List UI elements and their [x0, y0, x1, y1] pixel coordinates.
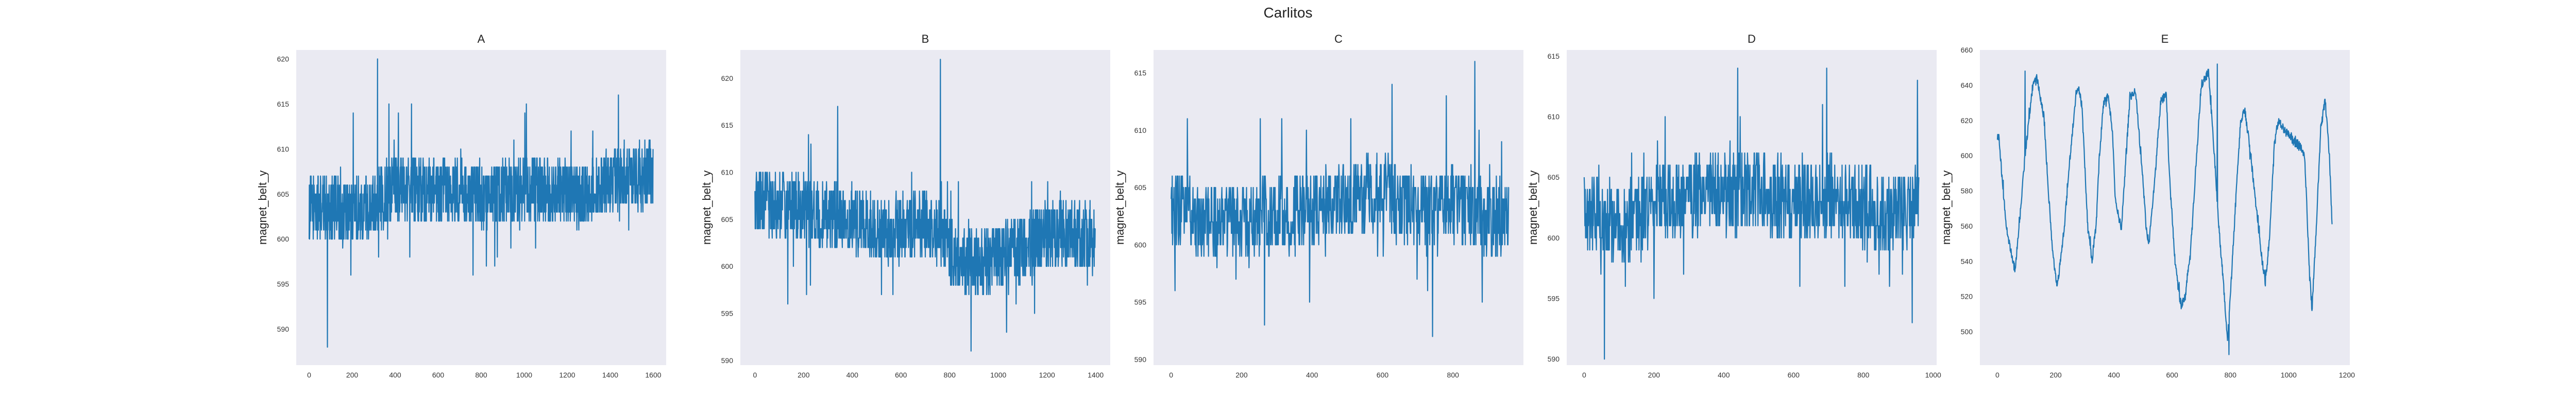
subplot-title: D [1748, 32, 1756, 45]
x-tick-label: 200 [798, 371, 810, 379]
y-tick-label: 620 [277, 55, 290, 63]
y-tick-label: 620 [1961, 116, 1973, 125]
y-tick-label: 590 [1548, 355, 1560, 363]
y-tick-label: 595 [277, 280, 290, 288]
x-tick-label: 1000 [2281, 371, 2297, 379]
y-tick-label: 605 [721, 215, 734, 224]
x-tick-label: 400 [1306, 371, 1318, 379]
y-tick-label: 615 [277, 100, 290, 108]
y-tick-label: 500 [1961, 328, 1973, 336]
series-line [1171, 61, 1510, 337]
y-tick-label: 590 [721, 356, 734, 365]
x-tick-label: 600 [895, 371, 907, 379]
x-tick-label: 1200 [559, 371, 575, 379]
y-axis-label: magnet_belt_y [1113, 170, 1126, 245]
y-tick-label: 605 [277, 190, 290, 198]
x-tick-label: 600 [432, 371, 445, 379]
y-tick-label: 610 [277, 145, 290, 153]
series-line [308, 58, 654, 348]
x-tick-label: 600 [1788, 371, 1800, 379]
figure-suptitle: Carlitos [1264, 5, 1313, 21]
series-line [1996, 63, 2333, 355]
y-tick-label: 600 [277, 235, 290, 243]
x-tick-label: 0 [1169, 371, 1173, 379]
y-tick-label: 600 [1548, 234, 1560, 242]
y-tick-label: 540 [1961, 257, 1973, 265]
y-tick-label: 660 [1961, 46, 1973, 54]
y-tick-label: 595 [721, 310, 734, 318]
y-tick-label: 610 [1134, 126, 1147, 134]
y-tick-label: 595 [1134, 298, 1147, 306]
x-tick-label: 200 [1235, 371, 1248, 379]
x-tick-label: 1000 [1925, 371, 1941, 379]
y-axis-label: magnet_belt_y [1527, 170, 1539, 245]
subplot-title: B [922, 32, 929, 45]
x-tick-label: 800 [475, 371, 487, 379]
x-tick-label: 200 [346, 371, 359, 379]
x-tick-label: 1400 [602, 371, 618, 379]
x-tick-label: 200 [1648, 371, 1660, 379]
y-tick-label: 590 [277, 325, 290, 333]
x-tick-label: 800 [944, 371, 956, 379]
x-tick-label: 1200 [2339, 371, 2355, 379]
y-tick-label: 600 [1134, 241, 1147, 249]
x-tick-label: 0 [1995, 371, 1999, 379]
x-tick-label: 0 [307, 371, 311, 379]
x-tick-label: 0 [1582, 371, 1586, 379]
y-tick-label: 520 [1961, 293, 1973, 301]
x-tick-label: 1000 [516, 371, 532, 379]
x-tick-label: 600 [2166, 371, 2178, 379]
subplot-title: A [478, 32, 485, 45]
x-tick-label: 600 [1377, 371, 1389, 379]
subplot-title: E [2161, 32, 2169, 45]
y-axis-label: magnet_belt_y [256, 170, 269, 245]
x-tick-label: 800 [1857, 371, 1870, 379]
x-tick-label: 1000 [990, 371, 1006, 379]
x-tick-label: 400 [846, 371, 859, 379]
y-tick-label: 590 [1134, 355, 1147, 364]
y-tick-label: 615 [1548, 52, 1560, 60]
y-tick-label: 605 [1548, 173, 1560, 181]
x-tick-label: 1600 [645, 371, 661, 379]
x-tick-label: 400 [1718, 371, 1730, 379]
x-tick-label: 400 [389, 371, 401, 379]
y-tick-label: 615 [721, 121, 734, 129]
y-axis-label: magnet_belt_y [1940, 170, 1953, 245]
y-tick-label: 600 [1961, 151, 1973, 160]
y-tick-label: 640 [1961, 81, 1973, 89]
y-tick-label: 580 [1961, 187, 1973, 195]
y-tick-label: 615 [1134, 69, 1147, 77]
x-tick-label: 800 [2225, 371, 2237, 379]
x-tick-label: 400 [2108, 371, 2120, 379]
x-tick-label: 200 [2049, 371, 2062, 379]
y-tick-label: 610 [1548, 112, 1560, 121]
y-tick-label: 560 [1961, 222, 1973, 230]
series-line [754, 59, 1096, 352]
y-tick-label: 610 [721, 168, 734, 176]
y-tick-label: 620 [721, 74, 734, 82]
x-tick-label: 800 [1447, 371, 1460, 379]
series-line [1583, 67, 1920, 360]
subplot-title: C [1334, 32, 1343, 45]
x-tick-label: 1200 [1039, 371, 1055, 379]
x-tick-label: 0 [753, 371, 757, 379]
y-axis-label: magnet_belt_y [700, 170, 713, 245]
x-tick-label: 1400 [1088, 371, 1104, 379]
y-tick-label: 605 [1134, 183, 1147, 192]
y-tick-label: 600 [721, 262, 734, 270]
y-tick-label: 595 [1548, 295, 1560, 303]
